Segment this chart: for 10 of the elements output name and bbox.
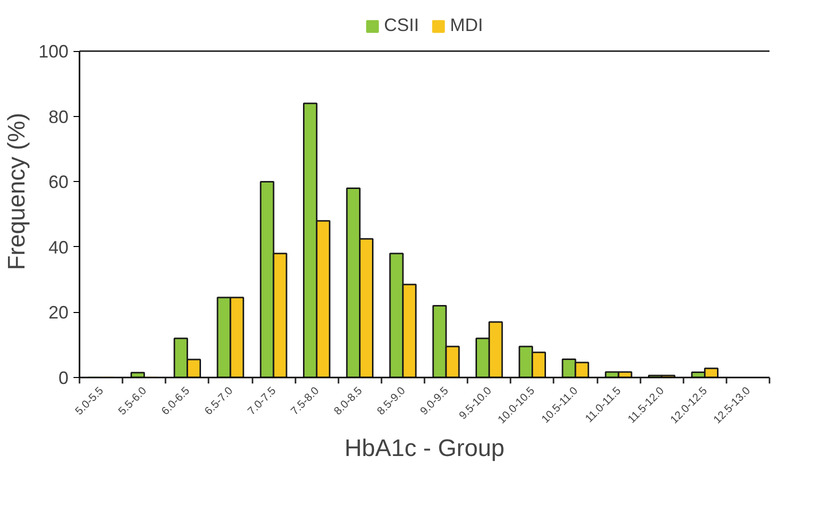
y-tick-label: 0 bbox=[58, 368, 69, 388]
y-axis-title: Frequency (%) bbox=[3, 112, 30, 270]
y-tick-label: 60 bbox=[48, 172, 69, 192]
legend-label: MDI bbox=[450, 15, 484, 36]
legend-label: CSII bbox=[384, 15, 420, 36]
y-tick-label: 100 bbox=[38, 42, 69, 62]
y-tick-label: 40 bbox=[48, 237, 69, 258]
y-tick-label: 20 bbox=[48, 302, 69, 323]
y-tick-label: 80 bbox=[48, 106, 69, 127]
x-axis-title: HbA1c - Group bbox=[344, 435, 505, 462]
